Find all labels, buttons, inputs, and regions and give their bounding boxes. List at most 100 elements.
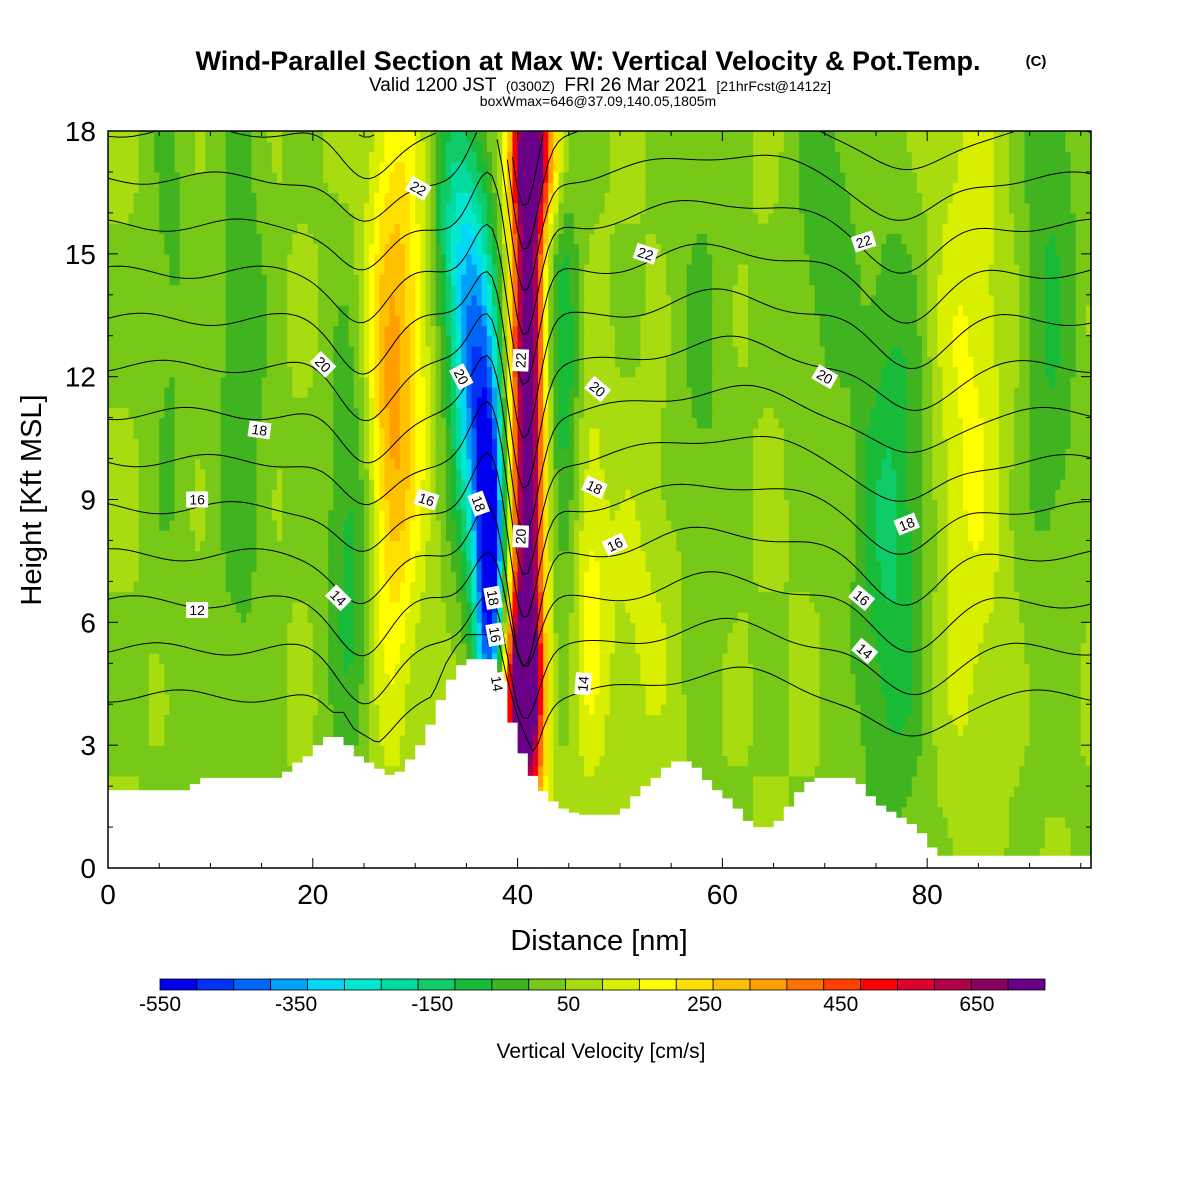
heatmap-cell: [399, 212, 406, 224]
heatmap-cell: [195, 315, 201, 327]
heatmap-cell: [430, 386, 437, 398]
heatmap-cell: [348, 345, 355, 357]
heatmap-cell: [195, 376, 201, 388]
heatmap-cell: [200, 550, 206, 562]
heatmap-cell: [328, 458, 334, 470]
heatmap-cell: [266, 683, 273, 695]
heatmap-cell: [266, 509, 273, 521]
heatmap-cell: [230, 397, 237, 408]
heatmap-cell: [266, 571, 273, 582]
heatmap-cell: [369, 499, 375, 511]
heatmap-cell: [451, 151, 457, 163]
heatmap-cell: [123, 519, 130, 531]
heatmap-cell: [312, 622, 319, 634]
heatmap-cell: [430, 253, 437, 265]
heatmap-cell: [440, 489, 447, 501]
heatmap-cell: [333, 284, 339, 296]
heatmap-cell: [435, 141, 442, 153]
heatmap-cell: [133, 693, 140, 705]
heatmap-cell: [138, 550, 145, 562]
heatmap-cell: [184, 734, 191, 746]
heatmap-cell: [230, 499, 237, 511]
heatmap-cell: [363, 663, 370, 675]
heatmap-cell: [215, 335, 222, 347]
heatmap-cell: [394, 448, 401, 460]
heatmap-cell: [404, 642, 411, 654]
heatmap-cell: [225, 305, 232, 316]
heatmap-cell: [394, 192, 401, 204]
heatmap-cell: [353, 397, 360, 408]
heatmap-cell: [205, 653, 211, 664]
heatmap-cell: [363, 601, 370, 613]
heatmap-cell: [404, 632, 411, 644]
heatmap-cell: [230, 131, 237, 142]
heatmap-cell: [261, 335, 268, 347]
heatmap-cell: [282, 540, 288, 552]
heatmap-cell: [379, 560, 386, 572]
heatmap-cell: [113, 540, 119, 552]
heatmap-cell: [358, 499, 365, 511]
heatmap-cell: [123, 601, 130, 613]
heatmap-cell: [297, 233, 304, 245]
heatmap-cell: [230, 438, 237, 449]
heatmap-cell: [123, 427, 130, 439]
heatmap-cell: [200, 519, 206, 531]
heatmap-cell: [374, 212, 380, 224]
heatmap-cell: [271, 458, 278, 470]
heatmap-cell: [128, 489, 135, 501]
heatmap-cell: [148, 356, 155, 368]
heatmap-cell: [179, 734, 186, 746]
heatmap-cell: [276, 264, 283, 275]
heatmap-cell: [287, 530, 293, 542]
heatmap-cell: [266, 663, 273, 675]
heatmap-cell: [333, 448, 339, 460]
heatmap-cell: [333, 663, 339, 675]
heatmap-cell: [159, 376, 165, 388]
heatmap-cell: [348, 192, 355, 204]
heatmap-cell: [323, 653, 329, 664]
heatmap-cell: [282, 202, 288, 214]
heatmap-cell: [415, 151, 421, 163]
heatmap-cell: [425, 519, 432, 531]
heatmap-cell: [287, 233, 293, 245]
heatmap-cell: [251, 305, 258, 316]
heatmap-cell: [169, 530, 176, 542]
heatmap-cell: [394, 745, 401, 757]
heatmap-cell: [271, 212, 278, 224]
heatmap-cell: [451, 212, 457, 224]
heatmap-cell: [266, 264, 273, 275]
heatmap-cell: [251, 560, 258, 572]
heatmap-cell: [266, 745, 273, 757]
heatmap-cell: [200, 325, 206, 337]
heatmap-cell: [410, 366, 416, 378]
heatmap-cell: [108, 376, 114, 388]
heatmap-cell: [174, 151, 181, 163]
heatmap-cell: [169, 632, 176, 644]
heatmap-cell: [271, 489, 278, 501]
heatmap-cell: [456, 560, 462, 572]
heatmap-cell: [271, 366, 278, 378]
heatmap-cell: [164, 192, 171, 204]
heatmap-cell: [297, 315, 304, 327]
heatmap-cell: [200, 622, 206, 634]
heatmap-cell: [394, 755, 401, 767]
heatmap-cell: [317, 151, 324, 163]
heatmap-cell: [220, 284, 227, 296]
heatmap-cell: [369, 693, 375, 705]
heatmap-cell: [353, 243, 360, 255]
heatmap-cell: [123, 560, 130, 572]
heatmap-cell: [195, 765, 201, 777]
heatmap-cell: [323, 233, 329, 245]
heatmap-cell: [363, 468, 370, 480]
heatmap-cell: [164, 755, 171, 767]
heatmap-cell: [358, 560, 365, 572]
heatmap-cell: [307, 745, 314, 757]
heatmap-cell: [328, 489, 334, 501]
heatmap-cell: [333, 151, 339, 163]
heatmap-cell: [343, 479, 350, 490]
heatmap-cell: [430, 171, 437, 183]
heatmap-cell: [394, 601, 401, 613]
heatmap-cell: [230, 407, 237, 419]
heatmap-cell: [328, 171, 334, 183]
heatmap-cell: [179, 519, 186, 531]
